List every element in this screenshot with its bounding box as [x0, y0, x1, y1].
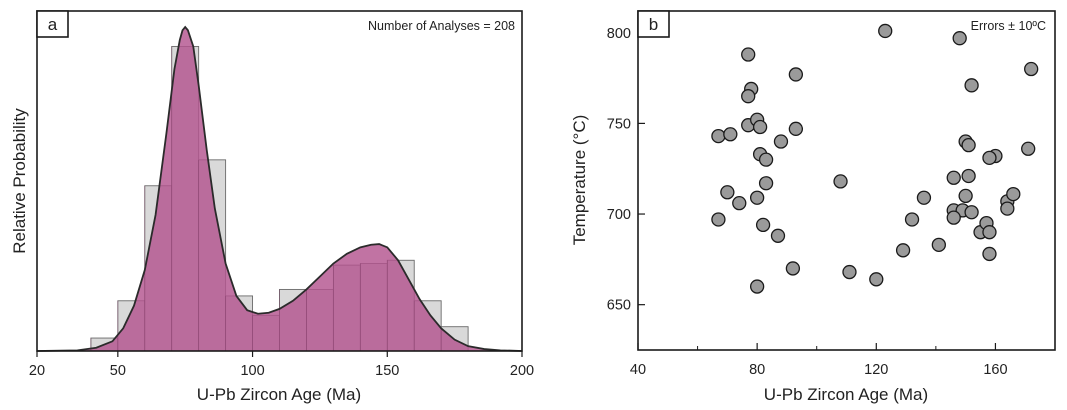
- x-tick-label-a-20: 20: [29, 363, 45, 379]
- x-axis-label-a: U-Pb Zircon Age (Ma): [197, 385, 361, 404]
- scatter-point-24: [749, 190, 765, 205]
- scatter-point-40: [770, 228, 786, 243]
- scatter-point-30: [958, 188, 973, 204]
- x-axis-ticks-a: 20 50 100 150 200: [29, 351, 534, 379]
- probability-curve-line: [36, 25, 523, 352]
- scatter-point-7: [964, 78, 979, 93]
- y-tick-label-b-750: 750: [607, 116, 631, 132]
- x-tick-label-b-120: 120: [864, 362, 888, 378]
- x-tick-label-b-80: 80: [749, 362, 765, 378]
- scatter-point-34: [946, 210, 961, 225]
- scatter-point-6: [1024, 61, 1039, 77]
- scatter-point-36: [1006, 186, 1021, 202]
- scatter-point-29: [961, 168, 976, 184]
- x-tick-label-a-100: 100: [240, 363, 264, 379]
- axis-ticks-b: 40 80 120 160 650 700 750 800: [607, 26, 1008, 378]
- scatter-point-43: [931, 237, 946, 253]
- scatter-point-49: [842, 264, 857, 280]
- scatter-point-41: [904, 212, 920, 227]
- x-tick-label-a-200: 200: [510, 363, 534, 379]
- x-tick-label-b-160: 160: [983, 362, 1007, 378]
- panel-b-frame: [637, 10, 1056, 351]
- scatter-point-33: [964, 205, 979, 220]
- panel-a-frame: [36, 10, 523, 352]
- scatter-point-50: [869, 272, 884, 287]
- scatter-point-5: [952, 31, 967, 46]
- panel-a: 20 50 100 150 200 a Number of Analyses = 208…: [10, 10, 534, 404]
- scatter-point-47: [982, 246, 997, 262]
- analyses-count-annotation: Number of Analyses = 208: [368, 19, 515, 33]
- scatter-point-21: [1021, 141, 1036, 156]
- scatter-point-14: [773, 134, 789, 149]
- panel-a-label-box: [36, 10, 69, 38]
- scatter-point-28: [946, 170, 961, 185]
- scatter-point-46: [982, 225, 997, 240]
- x-tick-label-a-50: 50: [110, 363, 126, 379]
- scatter-point-4: [878, 23, 893, 39]
- scatter-point-25: [758, 176, 774, 191]
- scatter-point-26: [833, 174, 848, 189]
- scatter-points: [711, 23, 1039, 294]
- panel-b: 40 80 120 160 650 700 750 800 b Errors ± 10ºC U…: [570, 10, 1056, 404]
- panel-b-label-box: [637, 10, 670, 38]
- y-tick-label-b-700: 700: [607, 207, 631, 223]
- scatter-point-12: [752, 119, 768, 135]
- probability-curve-fill: [37, 27, 522, 351]
- scatter-point-2: [741, 89, 756, 104]
- scatter-point-37: [1000, 201, 1015, 216]
- scatter-point-23: [732, 196, 747, 211]
- scatter-point-9: [723, 127, 738, 142]
- errors-annotation: Errors ± 10ºC: [971, 19, 1046, 33]
- y-tick-label-b-800: 800: [607, 26, 631, 42]
- scatter-point-51: [749, 279, 765, 294]
- scatter-point-42: [895, 243, 911, 258]
- scatter-point-39: [755, 217, 771, 233]
- scatter-point-13: [788, 121, 804, 136]
- scatter-point-8: [711, 128, 726, 144]
- scatter-point-48: [785, 261, 801, 276]
- scatter-point-16: [758, 152, 774, 167]
- panel-b-label: b: [649, 15, 658, 34]
- x-tick-label-a-150: 150: [375, 363, 399, 379]
- y-axis-label-a: Relative Probability: [10, 108, 29, 254]
- y-tick-label-b-650: 650: [607, 298, 631, 314]
- x-tick-label-b-40: 40: [630, 362, 646, 378]
- scatter-point-0: [741, 47, 756, 62]
- probability-curve-group: [36, 25, 523, 352]
- scatter-point-20: [982, 150, 997, 165]
- scatter-point-22: [720, 185, 735, 200]
- x-axis-label-b: U-Pb Zircon Age (Ma): [764, 385, 928, 404]
- scatter-point-27: [916, 190, 932, 205]
- scatter-point-38: [711, 212, 726, 227]
- scatter-point-18: [961, 137, 976, 153]
- scatter-point-3: [788, 67, 804, 82]
- panel-a-label: a: [48, 15, 58, 34]
- y-axis-label-b: Temperature (°C): [570, 115, 589, 246]
